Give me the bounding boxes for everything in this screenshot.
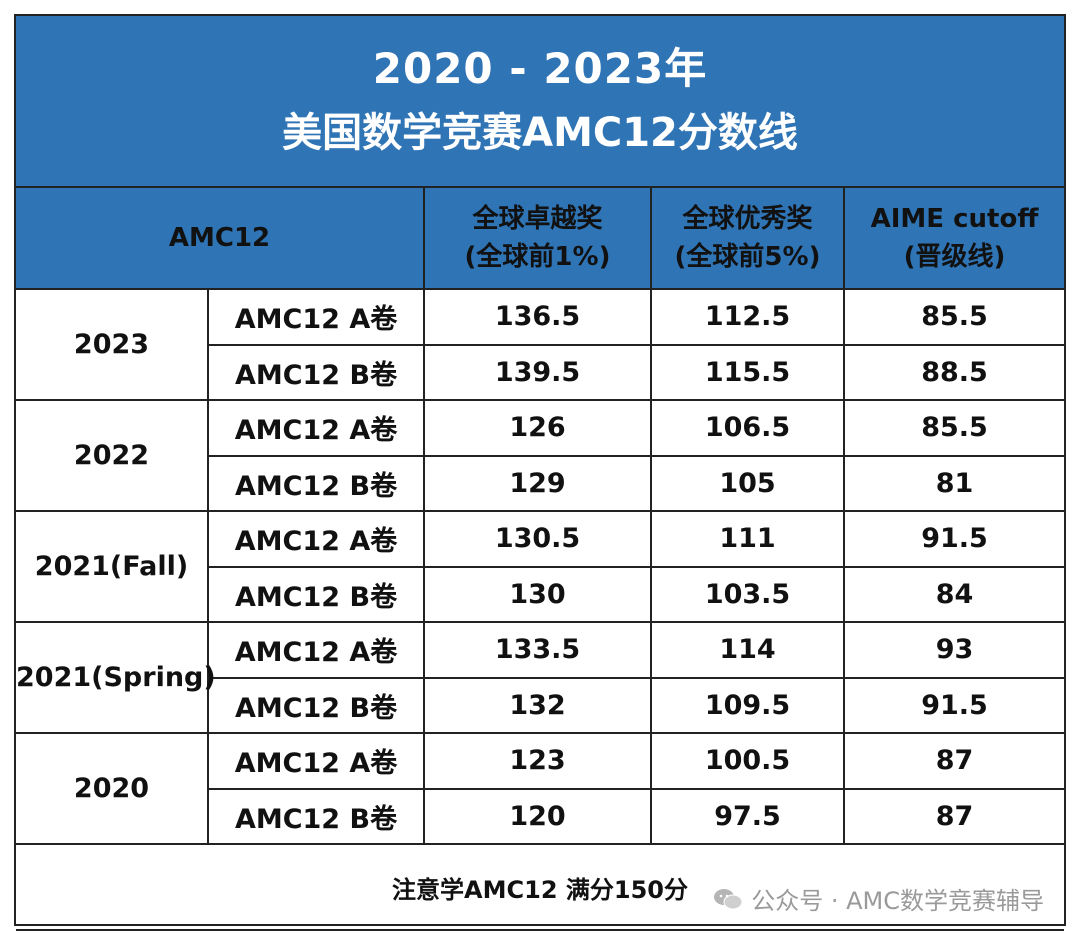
paper-cell: AMC12 B卷 [208,454,426,512]
year-cell: 2022 [16,399,209,512]
paper-cell: AMC12 B卷 [208,676,426,734]
honor-cell: 112.5 [650,288,846,346]
table-row: 2020 AMC12 A卷 123 100.5 87 [16,732,1065,845]
header-honor: 全球优秀奖 (全球前5%) [650,188,846,290]
score-table-frame: 2020 - 2023年 美国数学竞赛AMC12分数线 AMC12 全球卓越奖 … [14,14,1066,931]
aime-cell: 84 [843,565,1065,623]
honor-cell: 97.5 [650,787,846,845]
year-cell: 2021(Spring) [16,621,216,734]
distinction-cell: 126 [423,399,653,457]
paper-cell: AMC12 A卷 [206,510,426,568]
paper-cell: AMC12 A卷 [206,621,426,679]
header-distinction-label: 全球卓越奖 [472,204,603,234]
header-aime-label: AIME cutoff [870,204,1039,234]
honor-cell: 109.5 [650,676,846,734]
aime-cell: 93 [843,621,1065,679]
distinction-cell: 136.5 [423,288,653,346]
note-row: 注意学AMC12 满分150分 公众号 · AMC数学竞赛辅导 [16,843,1065,931]
honor-cell: 106.5 [650,399,846,457]
year-cell: 2020 [16,732,209,845]
header-aime-sub: (晋级线) [903,242,1006,272]
aime-cell: 91.5 [843,510,1065,568]
honor-cell: 100.5 [650,732,846,790]
table-row: 2021(Spring) AMC12 A卷 133.5 114 93 [16,621,1065,734]
honor-cell: 111 [650,510,846,568]
honor-cell: 115.5 [650,343,846,401]
header-contest: AMC12 [16,188,426,290]
year-cell: 2023 [16,288,209,401]
honor-cell: 103.5 [650,565,846,623]
distinction-cell: 130 [423,565,653,623]
aime-cell: 81 [843,454,1065,512]
aime-cell: 88.5 [843,343,1065,401]
watermark-text: 公众号 · AMC数学竞赛辅导 [751,887,1045,915]
table-row: 2023 AMC12 A卷 136.5 112.5 85.5 [16,288,1065,401]
title-years: 2020 - 2023年 [372,44,708,93]
distinction-cell: 130.5 [423,510,653,568]
table-row: AMC12 B卷 120 97.5 87 [16,787,1065,845]
paper-cell: AMC12 A卷 [206,732,426,790]
table-row: AMC12 B卷 132 109.5 91.5 [16,676,1065,734]
watermark: 公众号 · AMC数学竞赛辅导 [713,881,1044,916]
table-row: AMC12 B卷 130 103.5 84 [16,565,1065,623]
table-row: AMC12 B卷 139.5 115.5 88.5 [16,343,1065,401]
aime-cell: 87 [843,732,1065,790]
paper-cell: AMC12 B卷 [208,343,426,401]
aime-cell: 91.5 [843,676,1065,734]
header-honor-sub: (全球前5%) [674,242,821,272]
table-row: 2022 AMC12 A卷 126 106.5 85.5 [16,399,1065,512]
note-cell: 注意学AMC12 满分150分 公众号 · AMC数学竞赛辅导 [16,843,1065,931]
distinction-cell: 123 [423,732,653,790]
title-main: 美国数学竞赛AMC12分数线 [282,110,798,156]
table-header-row: AMC12 全球卓越奖 (全球前1%) 全球优秀奖 (全球前5%) AIME c… [16,188,1065,290]
wechat-icon [714,888,743,909]
aime-cell: 87 [843,787,1065,845]
distinction-cell: 120 [423,787,653,845]
aime-cell: 85.5 [843,399,1065,457]
table-row: AMC12 B卷 129 105 81 [16,454,1065,512]
cutoff-table: AMC12 全球卓越奖 (全球前1%) 全球优秀奖 (全球前5%) AIME c… [16,188,1065,931]
header-distinction-sub: (全球前1%) [464,242,611,272]
distinction-cell: 139.5 [423,343,653,401]
title-band: 2020 - 2023年 美国数学竞赛AMC12分数线 [16,16,1064,188]
paper-cell: AMC12 A卷 [206,288,426,346]
note-text: 注意学AMC12 满分150分 [392,875,688,904]
table-row: 2021(Fall) AMC12 A卷 130.5 111 91.5 [16,510,1065,623]
distinction-cell: 132 [423,676,653,734]
distinction-cell: 129 [423,454,653,512]
paper-cell: AMC12 B卷 [208,565,426,623]
honor-cell: 105 [650,454,846,512]
header-honor-label: 全球优秀奖 [682,204,813,234]
honor-cell: 114 [650,621,846,679]
paper-cell: AMC12 A卷 [206,399,426,457]
year-cell: 2021(Fall) [16,510,209,623]
distinction-cell: 133.5 [423,621,653,679]
aime-cell: 85.5 [843,288,1065,346]
header-distinction: 全球卓越奖 (全球前1%) [423,188,653,290]
header-aime: AIME cutoff (晋级线) [843,188,1065,290]
paper-cell: AMC12 B卷 [208,787,426,845]
